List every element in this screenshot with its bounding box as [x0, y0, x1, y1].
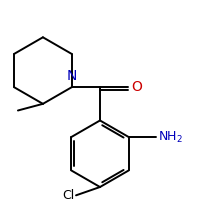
Text: N: N: [67, 69, 77, 83]
Text: Cl: Cl: [62, 189, 74, 202]
Text: NH$_2$: NH$_2$: [158, 130, 183, 145]
Text: O: O: [131, 80, 142, 94]
